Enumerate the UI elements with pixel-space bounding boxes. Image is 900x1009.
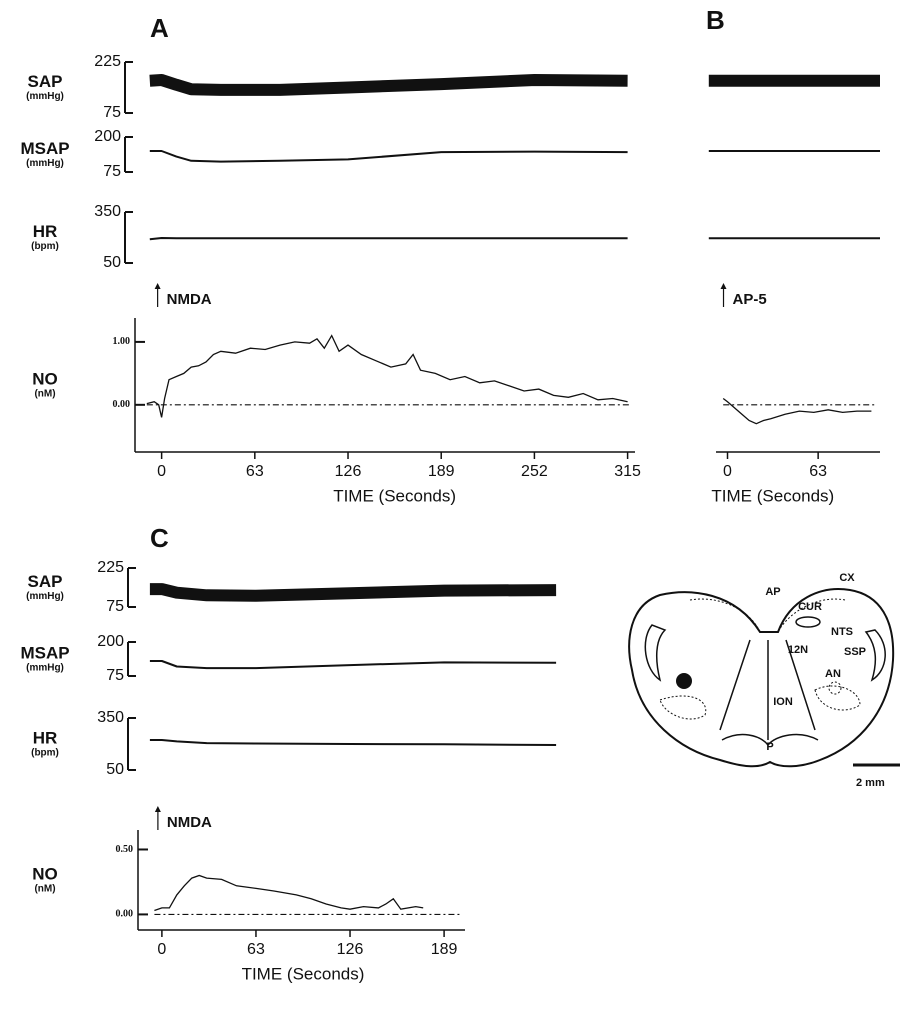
x-tick-label: 63 (809, 463, 827, 480)
x-tick-label: 0 (723, 463, 732, 480)
diagram-label: CX (839, 572, 855, 584)
trace-unit: (bpm) (31, 748, 59, 759)
brainstem-diagram (628, 588, 900, 768)
y-tick-label: 350 (97, 709, 124, 726)
x-tick-label: 0 (157, 941, 166, 958)
trace-line (149, 74, 628, 96)
trace-label: MSAP (20, 643, 69, 662)
diagram-label: SSP (844, 646, 866, 658)
y-tick-label: 225 (97, 559, 124, 576)
y-tick-label: 200 (94, 128, 121, 145)
x-tick-label: 126 (337, 941, 364, 958)
trace-label: MSAP (20, 139, 69, 158)
trace-label: NO (32, 864, 58, 883)
no-trace (146, 334, 628, 418)
y-tick-label: 50 (106, 761, 124, 778)
x-tick-label: 252 (521, 463, 548, 480)
x-axis-title: TIME (Seconds) (333, 486, 456, 505)
x-tick-label: 63 (247, 941, 265, 958)
diagram-label: AN (825, 668, 841, 680)
trace-unit: (mmHg) (26, 663, 64, 674)
trace-line (149, 150, 628, 163)
trace-label: NO (32, 369, 58, 388)
y-tick-label: 0.00 (113, 399, 131, 410)
diagram-label: CUR (798, 601, 822, 613)
y-tick-label: 75 (106, 667, 124, 684)
stimulus-arrowhead (720, 283, 727, 289)
trace-label: HR (33, 728, 58, 747)
trace-unit: (mmHg) (26, 158, 64, 169)
trace-label: HR (33, 222, 58, 241)
trace-line (149, 583, 557, 602)
diagram-label: NTS (831, 626, 853, 638)
y-tick-label: 75 (103, 163, 121, 180)
x-tick-label: 189 (428, 463, 455, 480)
y-tick-label: 75 (106, 598, 124, 615)
scale-bar-label: 2 mm (856, 777, 885, 789)
stimulus-arrowhead (154, 806, 161, 812)
x-tick-label: 315 (614, 463, 641, 480)
x-tick-label: 189 (431, 941, 458, 958)
no-trace (154, 874, 424, 912)
y-tick-label: 200 (97, 633, 124, 650)
y-tick-label: 50 (103, 254, 121, 271)
no-trace (722, 397, 872, 425)
annotation: NMDA (167, 291, 212, 308)
stimulus-arrowhead (154, 283, 161, 289)
diagram-label: 12N (788, 644, 808, 656)
panel-label: A (150, 13, 169, 43)
trace-line (149, 660, 557, 670)
x-tick-label: 63 (246, 463, 264, 480)
diagram-label: ION (773, 696, 793, 708)
trace-line (149, 739, 557, 746)
trace-unit: (mmHg) (26, 91, 64, 102)
y-tick-label: 75 (103, 104, 121, 121)
y-tick-label: 350 (94, 203, 121, 220)
x-axis-title: TIME (Seconds) (711, 486, 834, 505)
panel-label: C (150, 523, 169, 553)
y-tick-label: 1.00 (113, 336, 131, 347)
trace-label: SAP (28, 72, 63, 91)
x-tick-label: 0 (157, 463, 166, 480)
trace-label: SAP (28, 572, 63, 591)
trace-unit: (mmHg) (26, 591, 64, 602)
trace-unit: (bpm) (31, 241, 59, 252)
trace-unit: (nM) (34, 389, 55, 400)
y-tick-label: 0.00 (116, 909, 134, 920)
trace-unit: (nM) (34, 884, 55, 895)
annotation: NMDA (167, 814, 212, 831)
x-tick-label: 126 (335, 463, 362, 480)
annotation: AP-5 (733, 291, 767, 308)
x-axis-title: TIME (Seconds) (242, 964, 365, 983)
diagram-label: AP (765, 586, 780, 598)
y-tick-label: 0.50 (116, 844, 134, 855)
y-tick-label: 225 (94, 53, 121, 70)
trace-line (149, 237, 628, 241)
panel-label: B (706, 5, 725, 35)
diagram-label: P (766, 741, 773, 753)
